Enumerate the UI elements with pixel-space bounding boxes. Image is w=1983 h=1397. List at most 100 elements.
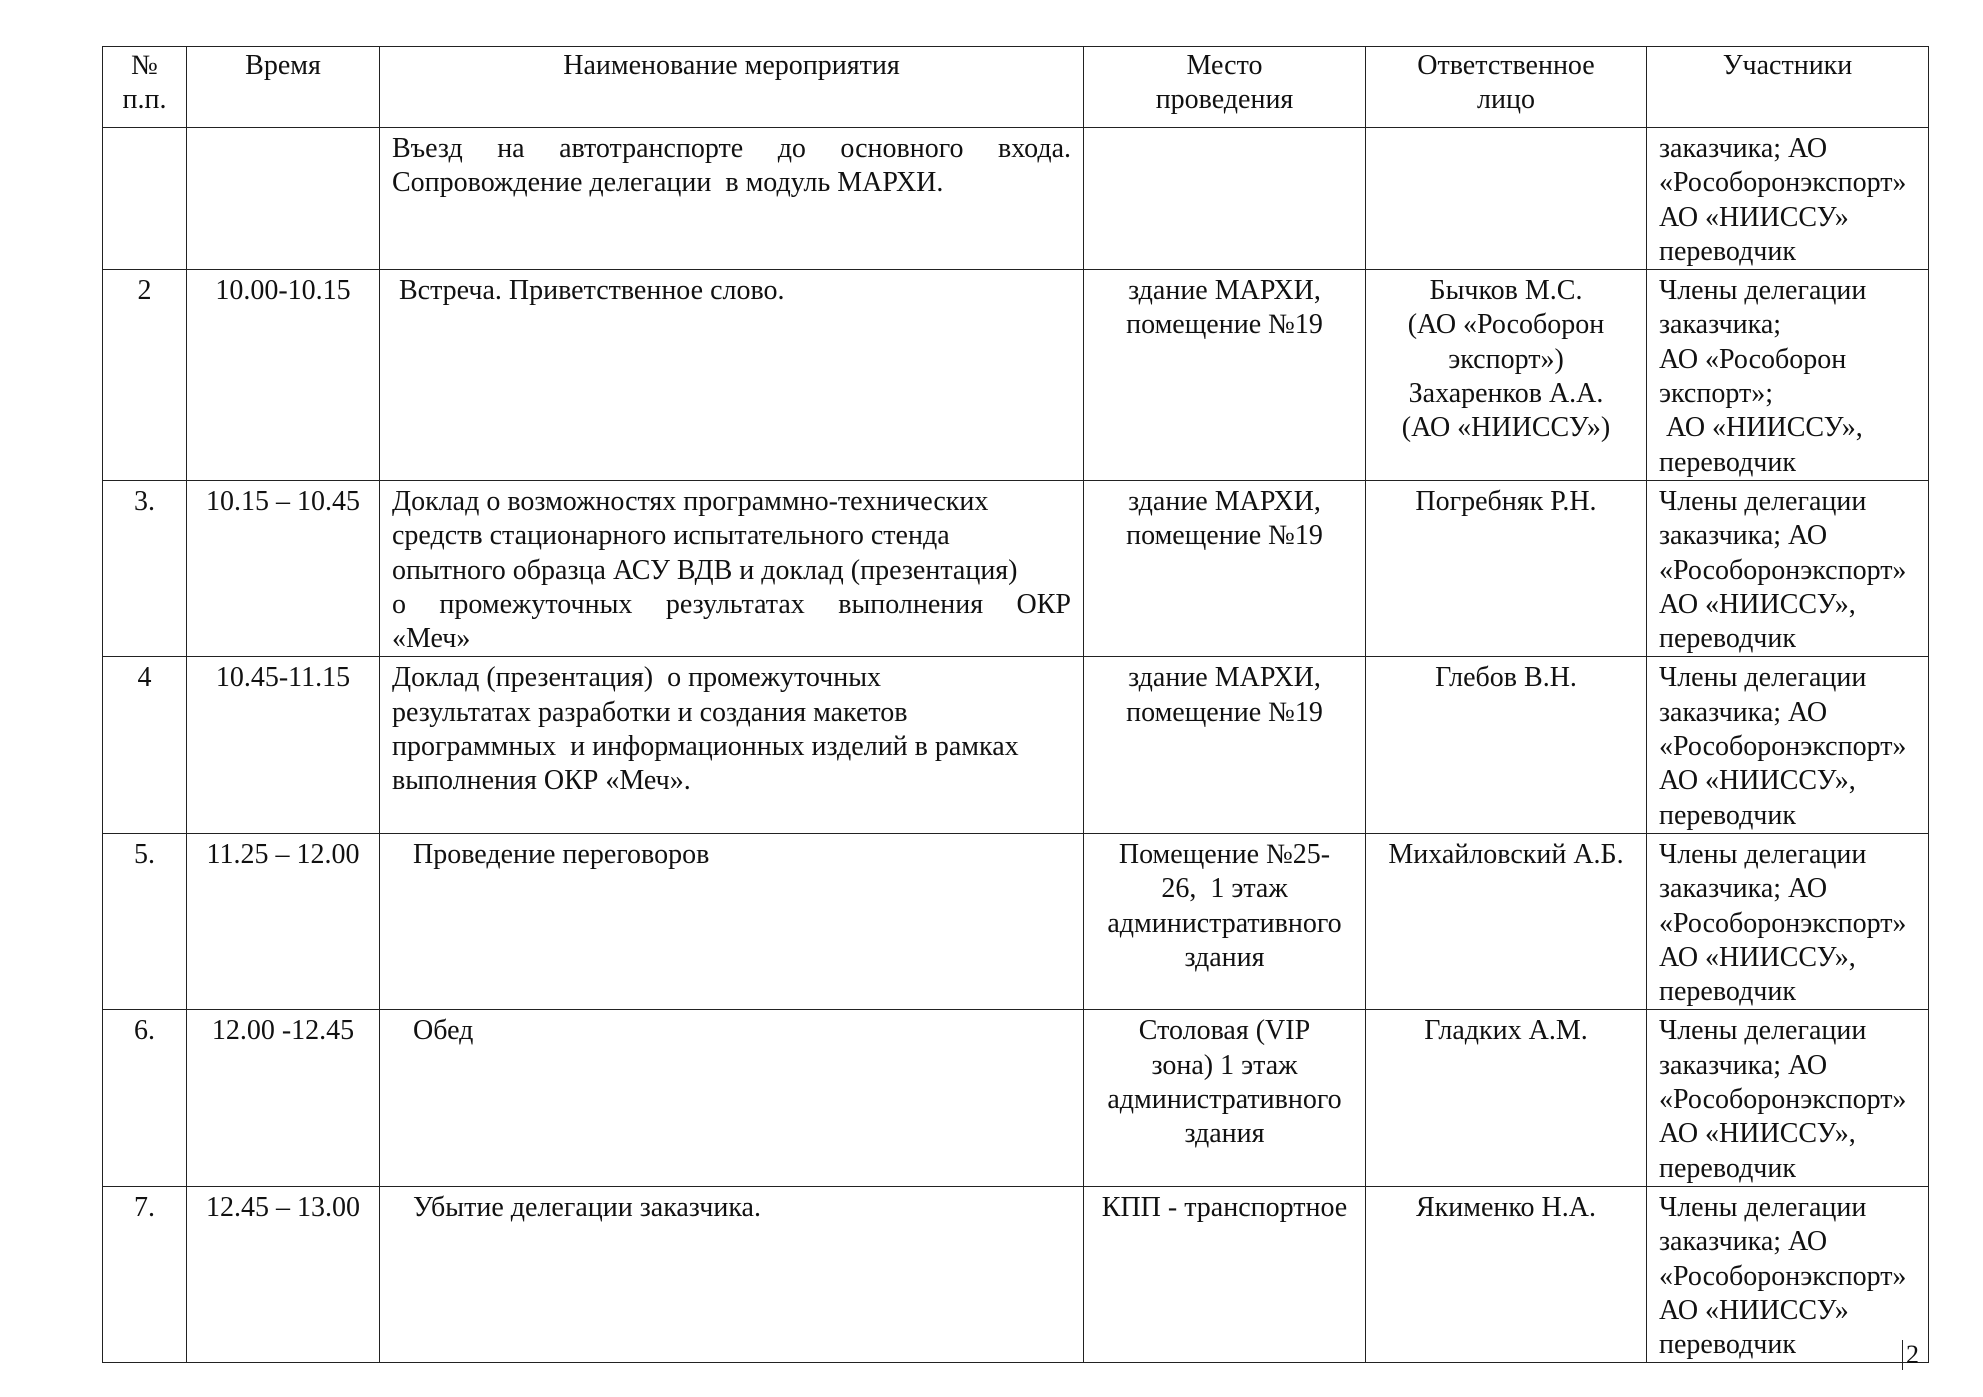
cell-line: 12.00 -12.45 — [211, 1015, 355, 1047]
cell-time: 10.45-11.15 — [186, 656, 380, 834]
header-responsible: Ответственное лицо — [1365, 46, 1647, 128]
cell-line: помещение №19 — [1126, 520, 1323, 552]
cell-line: «Рособоронэкспорт» — [1659, 554, 1907, 586]
cell-line: 6. — [134, 1015, 155, 1047]
cell-line: Сопровождение делегации в модуль МАРХИ. — [392, 167, 944, 199]
cell-responsible: Погребняк Р.Н. — [1365, 479, 1647, 658]
cell-line: Члены делегации — [1659, 1191, 1867, 1223]
cell-number: 6. — [102, 1009, 187, 1187]
cell-participants: Члены делегации заказчика; АО «Рособоронэк… — [1646, 1009, 1929, 1187]
cell-line: заказчика; — [1659, 309, 1782, 341]
cell-line: заказчика; АО — [1659, 873, 1828, 905]
cell-line: Михайловский А.Б. — [1388, 838, 1624, 870]
cell-line: Погребняк Р.Н. — [1415, 485, 1597, 517]
cell-number: 4 — [102, 656, 187, 834]
cell-line: АО «НИИССУ» — [1659, 201, 1849, 233]
cell-line: «Рособоронэкспорт» — [1659, 167, 1907, 199]
cell-line: «Рособоронэкспорт» — [1659, 907, 1907, 939]
cell-line: заказчика; АО — [1659, 133, 1828, 164]
table-row: 4 10.45-11.15 Доклад (презентация) о проме… — [102, 656, 1929, 834]
cell-line: 2 — [137, 275, 152, 307]
cell-line: переводчик — [1659, 976, 1796, 1008]
cell-line: 10.45-11.15 — [215, 662, 351, 694]
cell-line: Убытие делегации заказчика. — [392, 1191, 761, 1223]
cell-line: заказчика; АО — [1659, 1226, 1828, 1258]
cell-responsible: Глебов В.Н. — [1365, 656, 1647, 834]
cell-time: 12.00 -12.45 — [186, 1009, 380, 1187]
table-header-row: № п.п. Время Наименование мероприятия Место п… — [102, 46, 1929, 128]
cell-line: Захаренков А.А. — [1408, 378, 1604, 410]
cell-place: здание МАРХИ, помещение №19 — [1083, 656, 1366, 834]
cell-event: Проведение переговоров — [379, 832, 1084, 1011]
cell-line: АО «НИИССУ», — [1659, 412, 1863, 444]
schedule-table: № п.п. Время Наименование мероприятия Место п… — [102, 46, 1929, 1364]
cell-line: переводчик — [1659, 1329, 1796, 1361]
cell-line: АО «НИИССУ», — [1659, 1118, 1856, 1150]
cell-line: средств стационарного испытательного сте… — [392, 520, 950, 552]
cell-participants: Члены делегации заказчика; АО «Рособоронэк… — [1646, 656, 1929, 834]
cell-participants: Члены делегации заказчика; АО «Рособоронэк… — [1646, 832, 1929, 1011]
cell-line: переводчик — [1659, 446, 1796, 478]
cell-event: Убытие делегации заказчика. — [379, 1185, 1084, 1364]
cell-time: 10.00-10.15 — [186, 269, 380, 481]
cell-number — [102, 126, 187, 271]
cell-place: КПП - транспортное — [1083, 1185, 1366, 1364]
cell-line: 5. — [134, 838, 155, 870]
cell-responsible: Бычков М.С. (АО «Рособорон экспорт») Захаре… — [1365, 269, 1647, 481]
cell-line: 11.25 – 12.00 — [206, 838, 360, 870]
cell-time: 11.25 – 12.00 — [186, 832, 380, 1011]
cell-line: Помещение №25- — [1118, 838, 1331, 870]
table-row: 2 10.00-10.15 Встреча. Приветственное сло… — [102, 269, 1929, 481]
cell-participants: Члены делегации заказчика; АО «Рособоронэк… — [1646, 1185, 1929, 1364]
cell-place: здание МАРХИ, помещение №19 — [1083, 479, 1366, 658]
cell-line: 10.00-10.15 — [215, 275, 351, 307]
cell-line: здание МАРХИ, — [1128, 275, 1321, 307]
table-row: 3. 10.15 – 10.45 Доклад о возможностях про… — [102, 479, 1929, 658]
cell-line: экспорт»; — [1659, 378, 1773, 410]
cell-time: 12.45 – 13.00 — [186, 1185, 380, 1364]
cell-line: переводчик — [1659, 623, 1796, 655]
cell-line: выполнения ОКР «Меч». — [392, 765, 691, 797]
cell-event: Въезд на автотранспорте до основного вхо… — [379, 126, 1084, 271]
cell-line: опытного образца АСУ ВДВ и доклад (презе… — [392, 554, 1018, 586]
cell-line: здания — [1184, 1118, 1265, 1150]
cell-line: 4 — [137, 662, 152, 694]
cell-line: Встреча. Приветственное слово. — [392, 275, 785, 307]
cell-line: Члены делегации — [1659, 1015, 1867, 1047]
cell-place: Помещение №25- 26, 1 этаж административног… — [1083, 832, 1366, 1011]
cell-line: административного — [1107, 907, 1342, 939]
header-event: Наименование мероприятия — [379, 46, 1084, 128]
cell-line: «Рособоронэкспорт» — [1659, 1260, 1907, 1292]
cell-responsible: Якименко Н.А. — [1365, 1185, 1647, 1364]
cell-line: Члены делегации — [1659, 838, 1867, 870]
cell-line: переводчик — [1659, 235, 1796, 267]
cell-line: переводчик — [1659, 1152, 1796, 1184]
cell-line: (АО «Рособорон — [1407, 309, 1605, 341]
cell-line: «Рособоронэкспорт» — [1659, 1084, 1907, 1116]
cell-event: Встреча. Приветственное слово. — [379, 269, 1084, 481]
header-time: Время — [186, 46, 380, 128]
cell-line: помещение №19 — [1126, 696, 1323, 728]
cell-line: Проведение переговоров — [392, 838, 710, 870]
cell-line: программных и информационных изделий в р… — [392, 731, 1019, 763]
cell-line: 26, 1 этаж — [1161, 873, 1288, 905]
cell-line: АО «Рособорон — [1659, 343, 1847, 375]
cell-place — [1083, 126, 1366, 271]
header-number: № п.п. — [102, 46, 187, 128]
cell-line: заказчика; АО — [1659, 696, 1828, 728]
cell-line: Доклад о возможностях программно-техниче… — [392, 485, 989, 517]
cell-line: зона) 1 этаж — [1151, 1049, 1298, 1081]
table-row: 5. 11.25 – 12.00 Проведение переговоров По… — [102, 832, 1929, 1011]
cell-line: заказчика; АО — [1659, 1049, 1828, 1081]
cell-line: 7. — [134, 1191, 155, 1223]
cell-line: «Рособоронэкспорт» — [1659, 731, 1907, 763]
cell-line: (АО «НИИССУ») — [1401, 412, 1611, 444]
cell-line: Столовая (VIP — [1138, 1015, 1311, 1047]
cell-line: Члены делегации — [1659, 485, 1867, 517]
cell-line: 3. — [134, 485, 155, 517]
cell-number: 7. — [102, 1185, 187, 1364]
cell-line: Гладких А.М. — [1424, 1015, 1588, 1047]
cell-line: результатах разработки и создания макето… — [392, 696, 908, 728]
cell-responsible: Михайловский А.Б. — [1365, 832, 1647, 1011]
cell-line: АО «НИИССУ», — [1659, 765, 1856, 797]
